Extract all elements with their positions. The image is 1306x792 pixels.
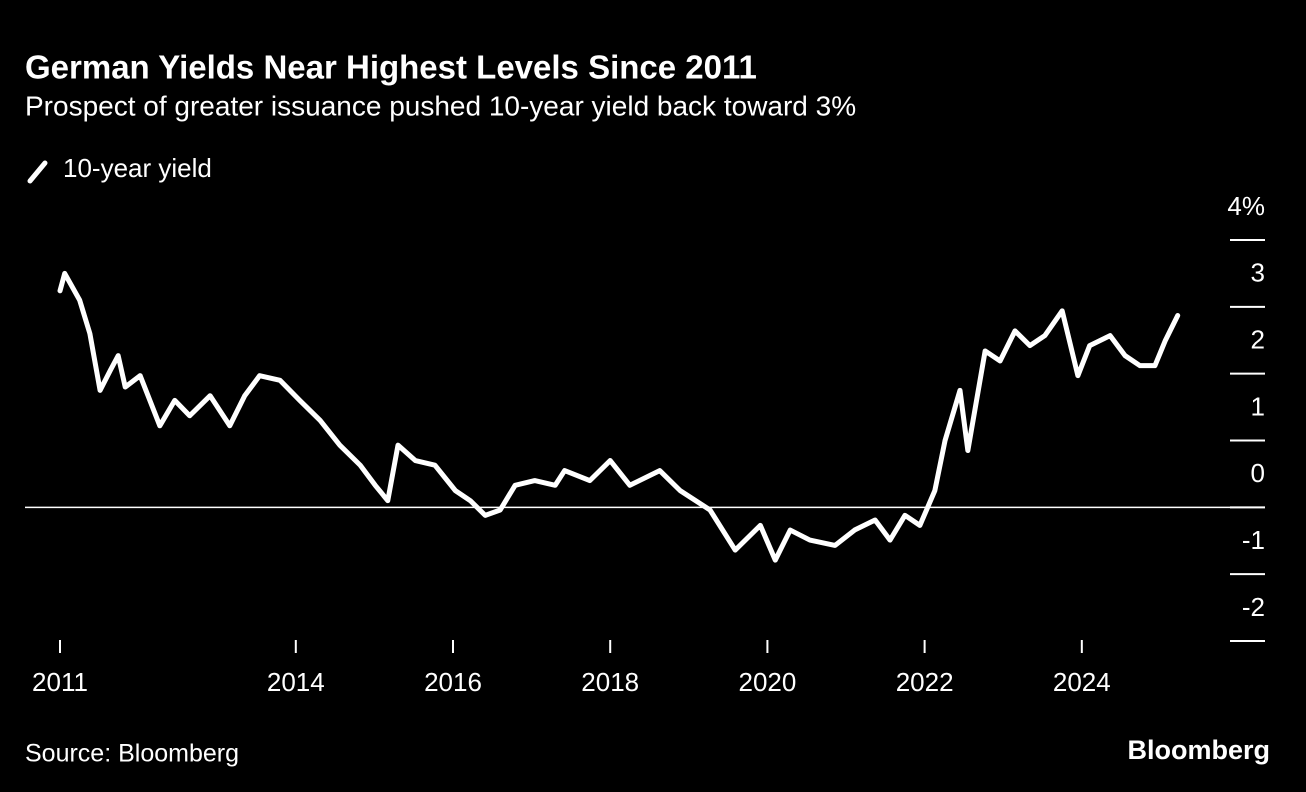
y-tick-label: -1 — [1242, 525, 1265, 555]
y-tick-label: 4% — [1227, 191, 1265, 221]
legend-swatch — [27, 160, 48, 184]
y-tick-label: 1 — [1251, 391, 1265, 421]
y-tick-label: -2 — [1242, 592, 1265, 622]
x-tick-label: 2024 — [1053, 667, 1111, 697]
x-tick-label: 2022 — [896, 667, 954, 697]
legend-label: 10-year yield — [63, 153, 212, 183]
chart-subtitle: Prospect of greater issuance pushed 10-y… — [25, 90, 856, 121]
chart-title: German Yields Near Highest Levels Since … — [25, 49, 757, 86]
y-tick-label: 2 — [1251, 325, 1265, 355]
x-tick-label: 2011 — [32, 667, 88, 697]
y-tick-label: 0 — [1251, 458, 1265, 488]
x-tick-label: 2018 — [581, 667, 639, 697]
x-tick-label: 2014 — [267, 667, 325, 697]
y-tick-label: 3 — [1251, 258, 1265, 288]
source: Source: Bloomberg — [25, 740, 239, 768]
series-line — [57, 270, 1181, 563]
brand: Bloomberg — [1127, 735, 1270, 765]
x-tick-label: 2020 — [738, 667, 796, 697]
x-tick-label: 2016 — [424, 667, 482, 697]
